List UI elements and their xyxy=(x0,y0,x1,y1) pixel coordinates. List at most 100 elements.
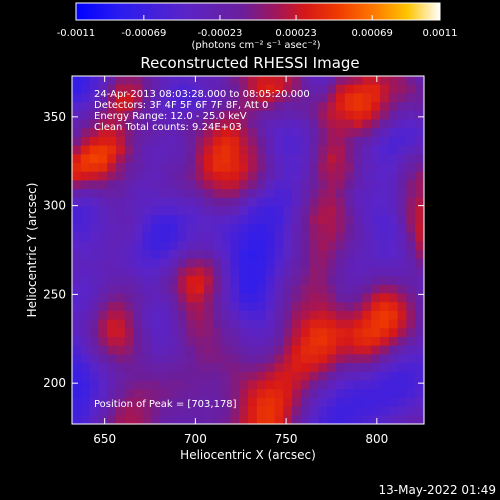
heatmap-cell xyxy=(309,145,319,155)
heatmap-cell xyxy=(292,267,302,277)
heatmap-cell xyxy=(221,415,231,425)
heatmap-cell xyxy=(336,337,346,347)
colorbar-tick-label: -0.0011 xyxy=(57,28,96,39)
heatmap-cell xyxy=(239,241,249,251)
heatmap-cell xyxy=(160,76,170,86)
heatmap-cell xyxy=(327,232,337,242)
heatmap-cell xyxy=(177,93,187,103)
heatmap-cell xyxy=(98,206,108,216)
heatmap-cell xyxy=(133,84,143,94)
heatmap-cell xyxy=(72,337,82,347)
heatmap-cell xyxy=(388,267,399,277)
heatmap-cell xyxy=(89,345,99,355)
heatmap-cell xyxy=(168,258,179,268)
heatmap-cell xyxy=(239,250,249,260)
heatmap-cell xyxy=(327,128,337,138)
heatmap-cell xyxy=(124,110,135,121)
heatmap-cell xyxy=(124,84,135,94)
heatmap-cell xyxy=(415,76,425,86)
heatmap-cell xyxy=(353,345,363,355)
heatmap-cell xyxy=(124,250,135,260)
heatmap-cell xyxy=(124,154,135,164)
heatmap-cell xyxy=(212,93,223,103)
heatmap-cell xyxy=(98,302,108,312)
heatmap-cell xyxy=(116,319,126,329)
heatmap-cell xyxy=(283,250,293,260)
heatmap-cell xyxy=(265,206,275,216)
heatmap-cell xyxy=(151,223,161,234)
heatmap-cell xyxy=(160,380,170,390)
heatmap-cell xyxy=(89,354,99,364)
heatmap-cell xyxy=(151,171,161,181)
heatmap-cell xyxy=(248,110,258,121)
heatmap-cell xyxy=(283,258,293,268)
heatmap-cell xyxy=(309,215,319,225)
heatmap-cell xyxy=(116,415,126,425)
heatmap-cell xyxy=(142,223,152,234)
heatmap-cell xyxy=(107,406,117,416)
heatmap-cell xyxy=(133,354,143,364)
heatmap-cell xyxy=(195,163,205,173)
heatmap-cell xyxy=(292,154,302,164)
heatmap-cell xyxy=(72,354,82,364)
heatmap-cell xyxy=(318,328,328,338)
heatmap-cell xyxy=(318,128,328,138)
heatmap-cell xyxy=(362,397,372,408)
heatmap-cell xyxy=(98,163,108,173)
heatmap-cell xyxy=(406,197,416,208)
heatmap-cell xyxy=(397,119,407,129)
heatmap-cell xyxy=(336,302,346,312)
heatmap-cell xyxy=(212,363,223,373)
heatmap-cell xyxy=(160,145,170,155)
heatmap-cell xyxy=(72,206,82,216)
heatmap-cell xyxy=(344,345,355,355)
heatmap-cell xyxy=(362,380,372,390)
heatmap-cell xyxy=(353,189,363,199)
heatmap-cell xyxy=(107,76,117,86)
heatmap-cell xyxy=(292,119,302,129)
heatmap-cell xyxy=(142,284,152,295)
heatmap-cell xyxy=(107,258,117,268)
heatmap-cell xyxy=(124,319,135,329)
heatmap-cell xyxy=(371,145,381,155)
heatmap-cell xyxy=(160,110,170,121)
heatmap-cell xyxy=(168,171,179,181)
heatmap-cell xyxy=(415,232,425,242)
heatmap-cell xyxy=(186,154,196,164)
heatmap-cell xyxy=(212,76,223,86)
heatmap-cell xyxy=(388,258,399,268)
heatmap-cell xyxy=(116,206,126,216)
heatmap-cell xyxy=(212,102,223,112)
heatmap-cell xyxy=(168,154,179,164)
heatmap-cell xyxy=(380,310,390,321)
heatmap-cell xyxy=(397,284,407,295)
heatmap-cell xyxy=(309,180,319,190)
heatmap-cell xyxy=(371,397,381,408)
heatmap-cell xyxy=(221,337,231,347)
heatmap-cell xyxy=(168,223,179,234)
heatmap-cell xyxy=(292,215,302,225)
heatmap-cell xyxy=(406,84,416,94)
heatmap-cell xyxy=(133,284,143,295)
heatmap-cell xyxy=(336,110,346,121)
heatmap-cell xyxy=(327,371,337,382)
heatmap-cell xyxy=(151,354,161,364)
heatmap-cell xyxy=(336,389,346,399)
heatmap-cell xyxy=(142,319,152,329)
heatmap-cell xyxy=(327,93,337,103)
heatmap-cell xyxy=(344,310,355,321)
heatmap-cell xyxy=(265,223,275,234)
heatmap-cell xyxy=(124,293,135,303)
heatmap-cell xyxy=(142,345,152,355)
heatmap-cell xyxy=(212,136,223,147)
heatmap-cell xyxy=(327,250,337,260)
heatmap-cell xyxy=(248,206,258,216)
heatmap-cell xyxy=(239,93,249,103)
heatmap-cell xyxy=(336,206,346,216)
heatmap-cell xyxy=(80,371,91,382)
heatmap-cell xyxy=(248,302,258,312)
heatmap-cell xyxy=(72,406,82,416)
heatmap-cell xyxy=(98,84,108,94)
heatmap-cell xyxy=(204,241,214,251)
heatmap-cell xyxy=(107,310,117,321)
